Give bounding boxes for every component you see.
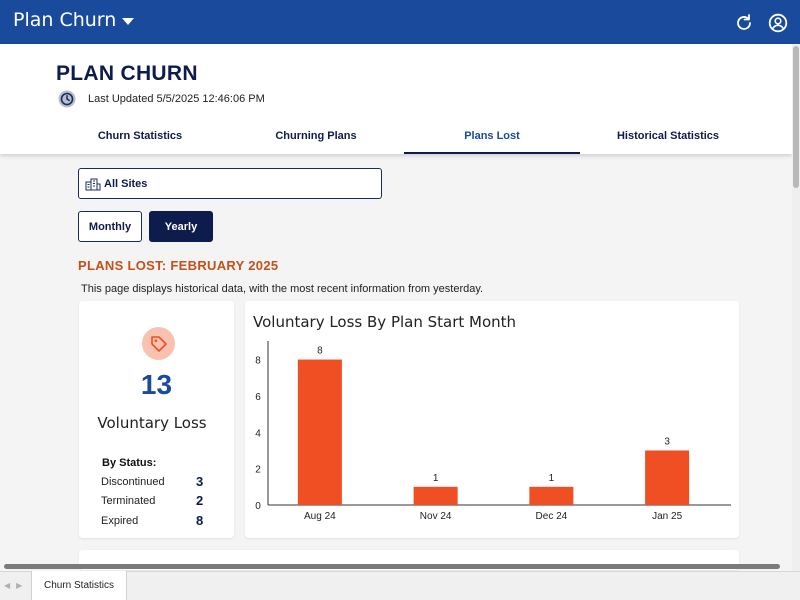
tag-icon (142, 327, 175, 360)
horizontal-scroll-thumb[interactable] (4, 564, 780, 569)
app-title: Plan Churn (13, 9, 117, 31)
tab-historical-statistics[interactable]: Historical Statistics (616, 130, 720, 142)
chart-title: Voluntary Loss By Plan Start Month (253, 313, 517, 331)
status-value: 8 (196, 513, 204, 528)
bar (645, 450, 690, 505)
section-description: This page displays historical data, with… (81, 283, 484, 295)
vertical-scroll-thumb[interactable] (793, 46, 799, 188)
by-status-label: By Status: (102, 457, 157, 469)
data-label: 8 (317, 346, 323, 357)
bar (297, 359, 342, 505)
refresh-icon[interactable] (734, 13, 754, 33)
voluntary-loss-label: Voluntary Loss (97, 414, 207, 432)
app-bar: Plan Churn (0, 0, 800, 44)
clock-icon (58, 90, 76, 108)
sheet-tab-bar: ◀▶ Churn Statistics (0, 571, 800, 600)
status-row-expired: Expired 8 (101, 513, 211, 528)
buildings-icon (85, 178, 101, 190)
y-tick-label: 0 (255, 501, 261, 512)
status-row-discontinued: Discontinued 3 (101, 474, 211, 489)
x-tick-label: Dec 24 (536, 511, 568, 522)
section-title: PLANS LOST: FEBRUARY 2025 (78, 258, 279, 273)
bar (529, 486, 574, 505)
tab-churning-plans[interactable]: Churning Plans (275, 130, 357, 142)
chart-card: Voluntary Loss By Plan Start Month 0 2 4 6 8… (245, 301, 739, 538)
status-value: 2 (196, 493, 204, 508)
bar (413, 486, 458, 505)
status-value: 3 (196, 474, 204, 489)
status-label: Expired (101, 515, 139, 527)
status-row-terminated: Terminated 2 (101, 493, 211, 508)
tab-bar: Churn Statistics Churning Plans Plans Lo… (52, 122, 756, 154)
site-selector[interactable]: All Sites (78, 168, 382, 199)
site-selector-value: All Sites (104, 177, 148, 190)
x-tick-label: Nov 24 (420, 511, 452, 522)
data-label: 1 (549, 473, 555, 484)
yearly-button[interactable]: Yearly (149, 211, 213, 242)
bar-chart: 0 2 4 6 8 8 Aug 24 1 Nov 24 1 Dec 24 3 Jan 25 (255, 341, 731, 522)
x-tick-label: Aug 24 (304, 511, 336, 522)
account-icon[interactable] (768, 13, 788, 33)
last-updated-text: Last Updated 5/5/2025 12:46:06 PM (88, 93, 265, 105)
tab-plans-lost[interactable]: Plans Lost (404, 122, 580, 154)
y-tick-label: 8 (255, 356, 261, 367)
data-label: 3 (664, 436, 670, 447)
horizontal-scrollbar[interactable] (0, 563, 792, 571)
last-updated: Last Updated 5/5/2025 12:46:06 PM (58, 90, 265, 108)
sheet-nav-arrows-icon[interactable]: ◀▶ (4, 581, 29, 590)
app-switcher[interactable]: Plan Churn (13, 9, 135, 31)
y-tick-label: 6 (255, 392, 261, 403)
data-label: 1 (433, 473, 439, 484)
voluntary-loss-card: 13 Voluntary Loss By Status: Discontinue… (79, 301, 234, 538)
status-label: Terminated (101, 495, 156, 507)
y-tick-label: 4 (255, 428, 261, 439)
monthly-button[interactable]: Monthly (78, 211, 142, 242)
tab-churn-statistics[interactable]: Churn Statistics (97, 130, 183, 142)
voluntary-loss-total: 13 (140, 369, 173, 400)
y-tick-label: 2 (255, 465, 261, 476)
page-header: PLAN CHURN Last Updated 5/5/2025 12:46:0… (0, 44, 792, 154)
vertical-scrollbar[interactable] (792, 44, 800, 571)
x-tick-label: Jan 25 (652, 511, 682, 522)
chevron-down-icon (122, 17, 135, 25)
page-title: PLAN CHURN (56, 62, 198, 85)
status-label: Discontinued (101, 476, 165, 488)
sheet-tab-churn-statistics[interactable]: Churn Statistics (31, 571, 127, 600)
